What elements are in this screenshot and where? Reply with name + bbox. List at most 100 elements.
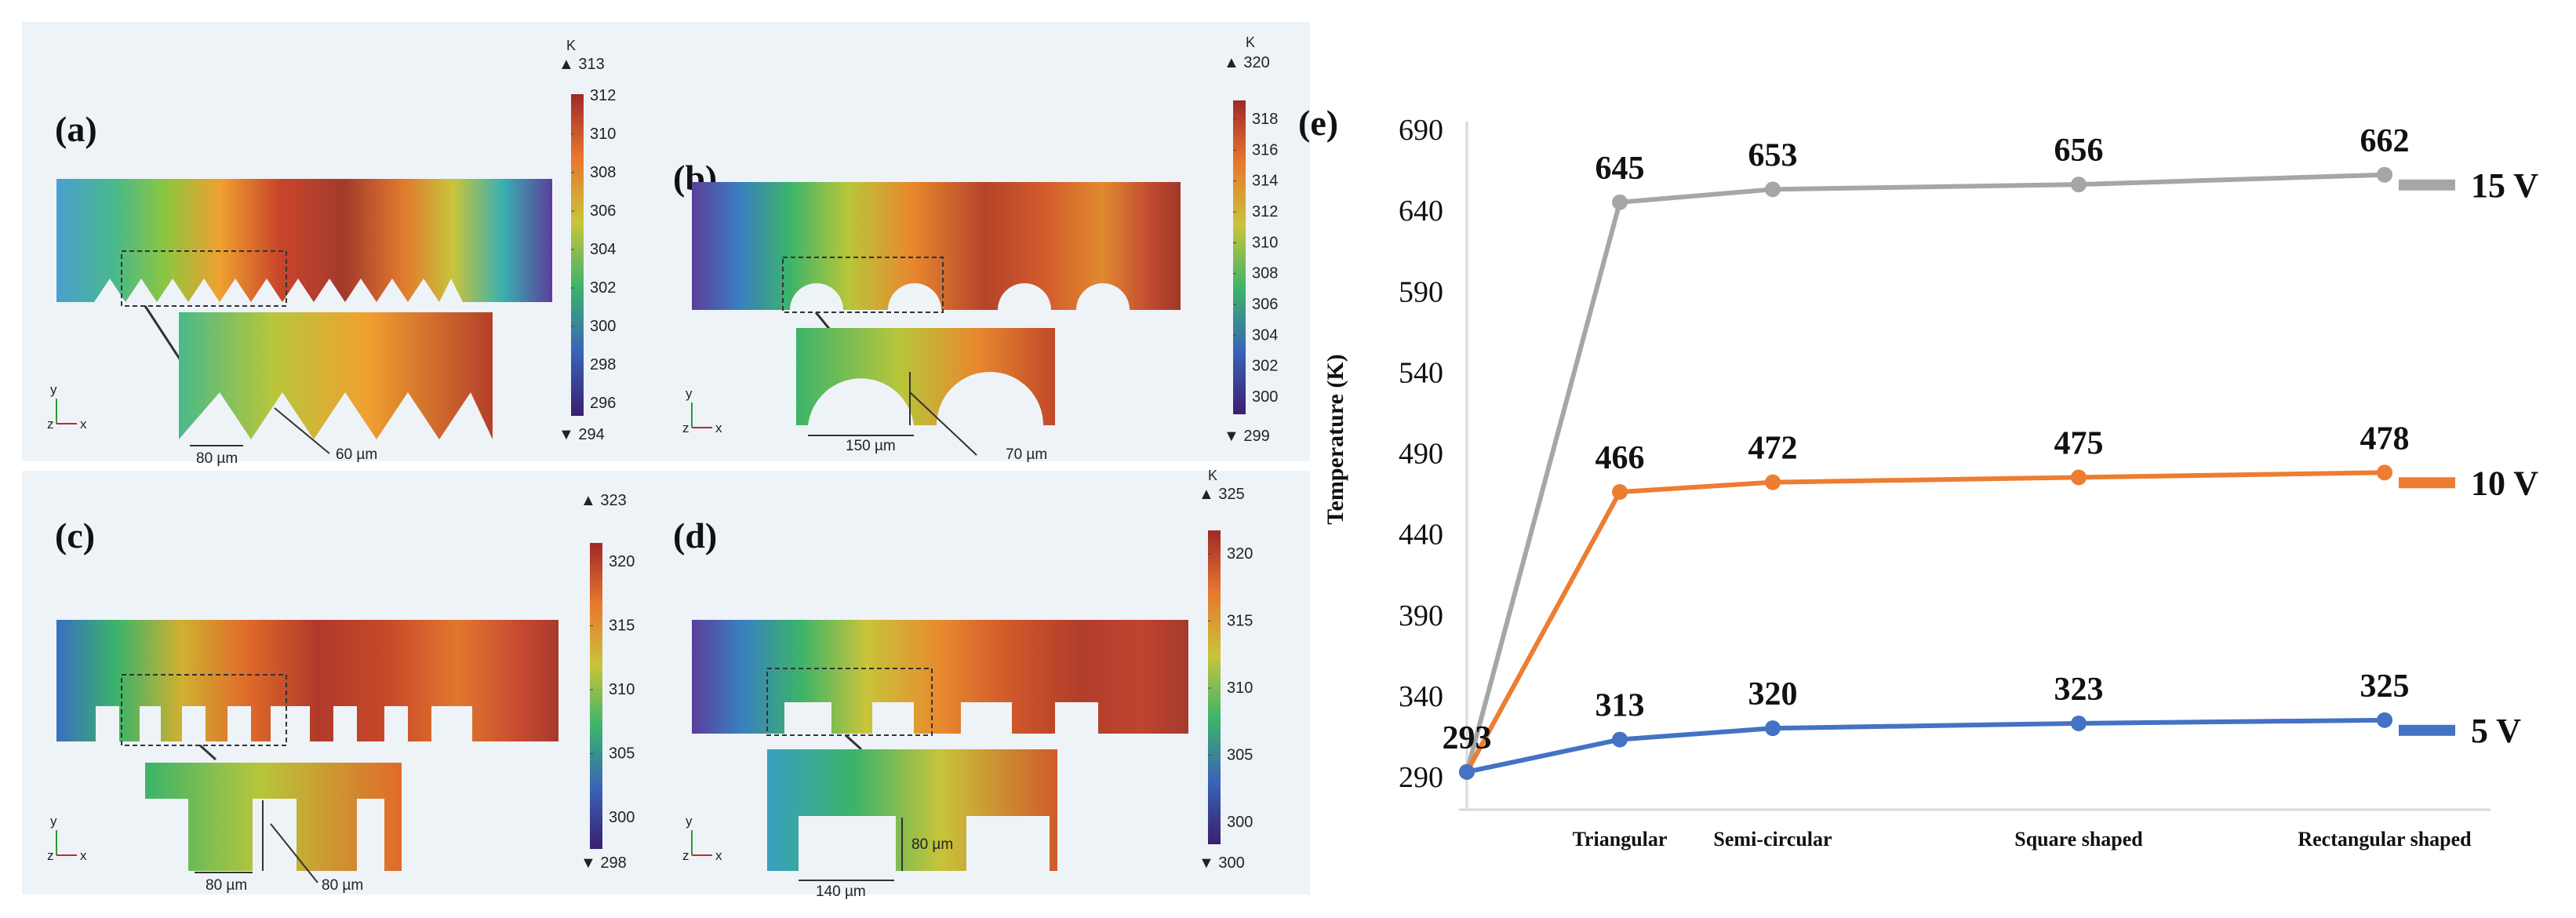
data-point [1765,720,1781,737]
y-tick-label: 390 [1399,599,1443,632]
colorbar-max-label: ▲ 325 [1199,486,1245,503]
colorbar-max-label: ▲ 320 [1224,54,1270,71]
axes-triad: y z x [682,386,722,435]
y-tick-label: 490 [1399,438,1443,471]
panel-b: (b) 150 µm 70 µm y z x K ▲ 320 318316314… [659,22,1310,463]
heat-sink-geometry [692,182,1181,310]
colorbar-tick-label: 312 [590,87,616,104]
data-label: 478 [2360,421,2410,457]
panel-d-label: (d) [673,515,717,556]
colorbar-tick-label: 315 [1227,613,1253,630]
data-label: 475 [2054,425,2104,461]
dimension-label: 150 µm [846,438,896,454]
x-tick-label: Triangular [1573,828,1668,851]
dimension-label: 80 µm [911,836,953,853]
panel-a: (a) 80 µm 60 µm y z x K ▲ 313 312 310 308 3… [22,22,659,467]
legend-swatch [2399,179,2455,191]
x-tick-label: Rectangular shaped [2298,828,2472,851]
colorbar-tick-label: 316 [1252,141,1278,158]
axis-y-label: y [50,814,57,829]
y-tick-label: 290 [1399,761,1443,794]
zoom-box [782,257,944,313]
colorbar-tick-label: 318 [1252,111,1278,128]
colorbar-tick-label: 310 [1227,679,1253,697]
colorbar-min-label: ▼ 300 [1199,854,1245,872]
colorbar-unit: K [566,38,576,53]
legend-swatch [2399,724,2455,736]
data-point [1612,484,1628,500]
zoom-box [766,668,933,736]
dimension-label: 140 µm [816,883,866,900]
data-point [1612,731,1628,748]
axes-triad: y z x [47,814,87,863]
panel-e-label: (e) [1298,103,1338,143]
axis-y-label: y [686,814,693,829]
legend-label: 5 V [2471,712,2521,750]
data-label: 653 [1748,137,1798,173]
axis-z-label: z [47,417,54,432]
heat-sink-geometry [56,179,552,302]
dimension-pointer [274,407,330,454]
colorbar-tick-label: 300 [1252,388,1278,406]
legend-label: 15 V [2471,166,2538,205]
y-tick-label: 340 [1399,680,1443,713]
heat-sink-geometry [692,620,1188,734]
colorbar-tick-label: 310 [609,681,635,698]
colorbar-gradient [590,543,602,849]
series-line [1466,717,2385,774]
data-label: 325 [2360,668,2410,705]
data-label: 313 [1595,688,1645,724]
colorbar-max-label: ▲ 313 [558,56,605,73]
data-point [1765,474,1781,490]
colorbar-tick-label: 302 [1252,358,1278,375]
panel-c: (c) 80 µm 80 µm y z x ▲ 323 320 315 310 305… [22,471,659,894]
y-tick-label: 440 [1399,519,1443,552]
data-label: 293 [1443,720,1492,756]
colorbar-tick-label: 305 [609,745,635,763]
zoom-arrow [844,734,863,751]
colorbar-tick-label: 302 [590,279,616,297]
data-point [2071,715,2087,731]
colorbar-min-label: ▼ 294 [558,426,605,443]
colorbar-max-label: ▲ 323 [580,492,627,509]
colorbar-gradient [1233,100,1246,414]
data-label: 645 [1595,151,1645,187]
data-label: 662 [2360,123,2410,159]
colorbar-gradient [571,94,584,416]
dimension-label: 70 µm [1006,446,1047,463]
colorbar: K ▲ 325 320 315 310 305 300 ▼ 300 [1199,468,1253,872]
panel-a-label: (a) [55,109,97,149]
data-point [2377,166,2392,183]
data-point [1612,194,1628,210]
colorbar-tick-label: 310 [590,126,616,143]
axis-y-label: y [686,386,693,401]
colorbar-min-label: ▼ 298 [580,854,627,872]
colorbar-tick-label: 296 [590,395,616,412]
zoom-box [121,250,287,307]
data-point [2071,469,2087,486]
data-point [2377,464,2392,481]
colorbar-tick-label: 304 [1252,326,1278,344]
colorbar-min-label: ▼ 299 [1224,428,1270,445]
colorbar-unit: K [1208,468,1217,483]
dimension-label: 80 µm [206,877,247,894]
colorbar-tick-label: 315 [609,617,635,635]
axis-z-label: z [47,848,54,863]
colorbar-tick-label: 300 [609,809,635,826]
data-point [2071,177,2087,193]
dimension-pointer [270,823,318,883]
dimension-label: 80 µm [322,877,363,894]
colorbar-tick-label: 306 [1252,296,1278,313]
y-tick-label: 640 [1399,195,1443,228]
data-label: 466 [1595,440,1645,476]
axis-x-label: x [80,848,87,863]
y-tick-label: 540 [1399,356,1443,389]
x-tick-label: Semi-circular [1713,828,1832,851]
colorbar-tick-label: 304 [590,241,616,258]
colorbar: K ▲ 313 312 310 308 306 304 302 300 298 296 ▼ 29… [558,38,616,443]
colorbar-tick-label: 306 [590,202,616,220]
data-label: 472 [1748,431,1798,467]
zoomed-detail [145,763,402,871]
zoom-arrow [814,311,831,330]
colorbar: K ▲ 320 318 316 314 312 310 308 306 304 302 300 ▼… [1224,35,1278,445]
